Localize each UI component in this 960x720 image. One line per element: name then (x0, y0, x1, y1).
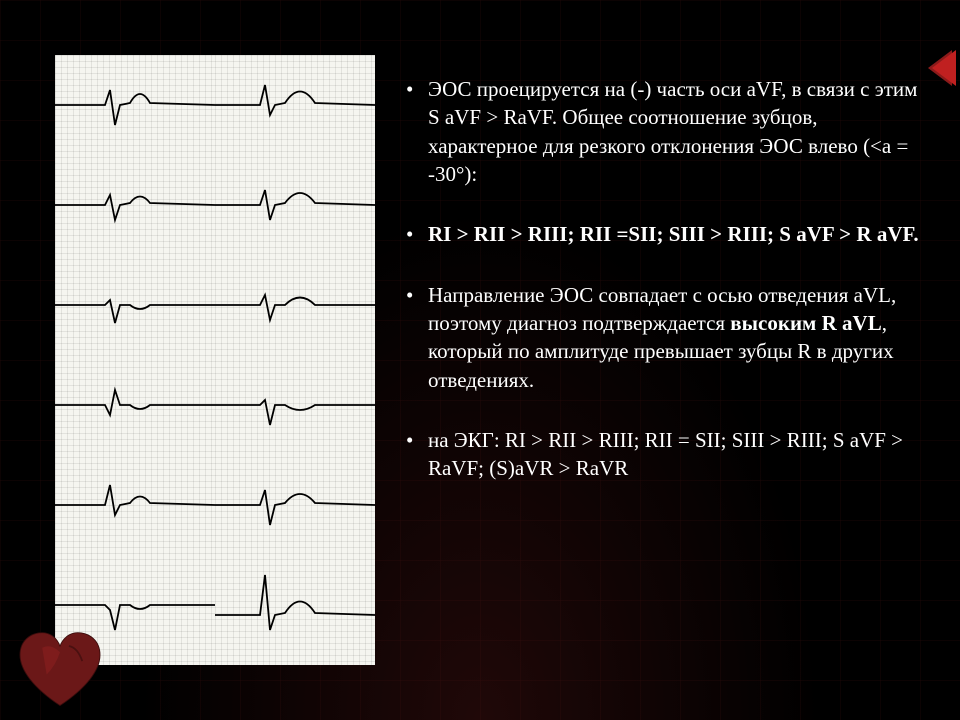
bullet-content: ЭОС проецируется на (-) часть оси aVF, в… (400, 75, 930, 515)
bullet-1-text: ЭОС проецируется на (-) часть оси aVF, в… (428, 77, 917, 186)
bullet-4-text: на ЭКГ: RI > RII > RIII; RII = SII; SIII… (428, 428, 903, 480)
ecg-strip-left (55, 55, 215, 665)
bullet-4: на ЭКГ: RI > RII > RIII; RII = SII; SIII… (400, 426, 930, 483)
prev-slide-arrow-icon[interactable] (928, 50, 952, 86)
ecg-image-panel (55, 55, 375, 665)
bullet-1: ЭОС проецируется на (-) часть оси aVF, в… (400, 75, 930, 188)
bullet-2: RI > RII > RIII; RII =SII; SIII > RIII; … (400, 220, 930, 248)
bullet-3: Направление ЭОС совпадает с осью отведен… (400, 281, 930, 394)
bullet-2-text: RI > RII > RIII; RII =SII; SIII > RIII; … (428, 222, 919, 246)
heart-decoration-icon (15, 630, 105, 710)
bullet-3-bold: высоким R aVL (730, 311, 881, 335)
ecg-strip-right (215, 55, 375, 665)
